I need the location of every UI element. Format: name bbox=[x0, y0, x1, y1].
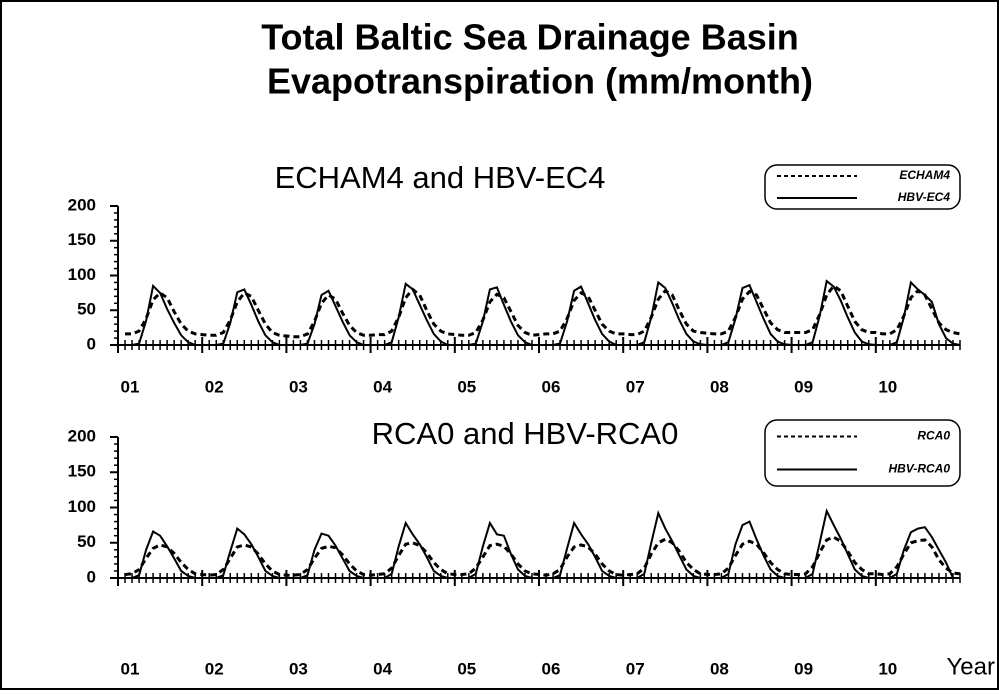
x-tick-label: 02 bbox=[205, 659, 224, 678]
x-tick-label: 07 bbox=[626, 659, 645, 678]
y-tick-label: 200 bbox=[68, 195, 96, 214]
x-tick-label: 10 bbox=[878, 377, 897, 396]
y-tick-label: 100 bbox=[68, 265, 96, 284]
y-tick-label: 0 bbox=[87, 567, 96, 586]
x-tick-label: 03 bbox=[289, 377, 308, 396]
y-tick-label: 200 bbox=[68, 426, 96, 445]
x-tick-label: 08 bbox=[710, 659, 729, 678]
legend-label: HBV-RCA0 bbox=[888, 462, 950, 476]
x-tick-label: 07 bbox=[626, 377, 645, 396]
y-tick-label: 50 bbox=[77, 532, 96, 551]
y-tick-label: 0 bbox=[87, 334, 96, 353]
legend-label: HBV-EC4 bbox=[898, 190, 951, 204]
series-line bbox=[125, 508, 960, 579]
title-line: Evapotranspiration (mm/month) bbox=[267, 61, 813, 102]
x-tick-label: 06 bbox=[542, 659, 561, 678]
series-line bbox=[124, 535, 961, 577]
x-tick-label: 04 bbox=[373, 659, 392, 678]
x-tick-label: 06 bbox=[542, 377, 561, 396]
subtitle: ECHAM4 and HBV-EC4 bbox=[275, 160, 606, 195]
x-tick-label: 01 bbox=[121, 377, 140, 396]
x-tick-label: 09 bbox=[794, 659, 813, 678]
x-tick-label: 08 bbox=[710, 377, 729, 396]
x-tick-label: 05 bbox=[457, 659, 476, 678]
y-tick-label: 50 bbox=[77, 300, 96, 319]
x-tick-label: 04 bbox=[373, 377, 392, 396]
legend-label: ECHAM4 bbox=[899, 168, 950, 182]
series-line bbox=[125, 283, 961, 339]
y-tick-label: 150 bbox=[68, 462, 96, 481]
subtitle: RCA0 and HBV-RCA0 bbox=[372, 416, 679, 451]
x-axis-label: Year bbox=[947, 653, 996, 680]
title-line: Total Baltic Sea Drainage Basin bbox=[261, 17, 799, 58]
x-tick-label: 03 bbox=[289, 659, 308, 678]
x-tick-label: 02 bbox=[205, 377, 224, 396]
legend-label: RCA0 bbox=[917, 429, 950, 443]
x-tick-label: 01 bbox=[121, 659, 140, 678]
x-tick-label: 10 bbox=[878, 659, 897, 678]
x-tick-label: 05 bbox=[457, 377, 476, 396]
y-tick-label: 150 bbox=[68, 230, 96, 249]
y-tick-label: 100 bbox=[68, 497, 96, 516]
series-line bbox=[125, 279, 961, 346]
x-tick-label: 09 bbox=[794, 377, 813, 396]
